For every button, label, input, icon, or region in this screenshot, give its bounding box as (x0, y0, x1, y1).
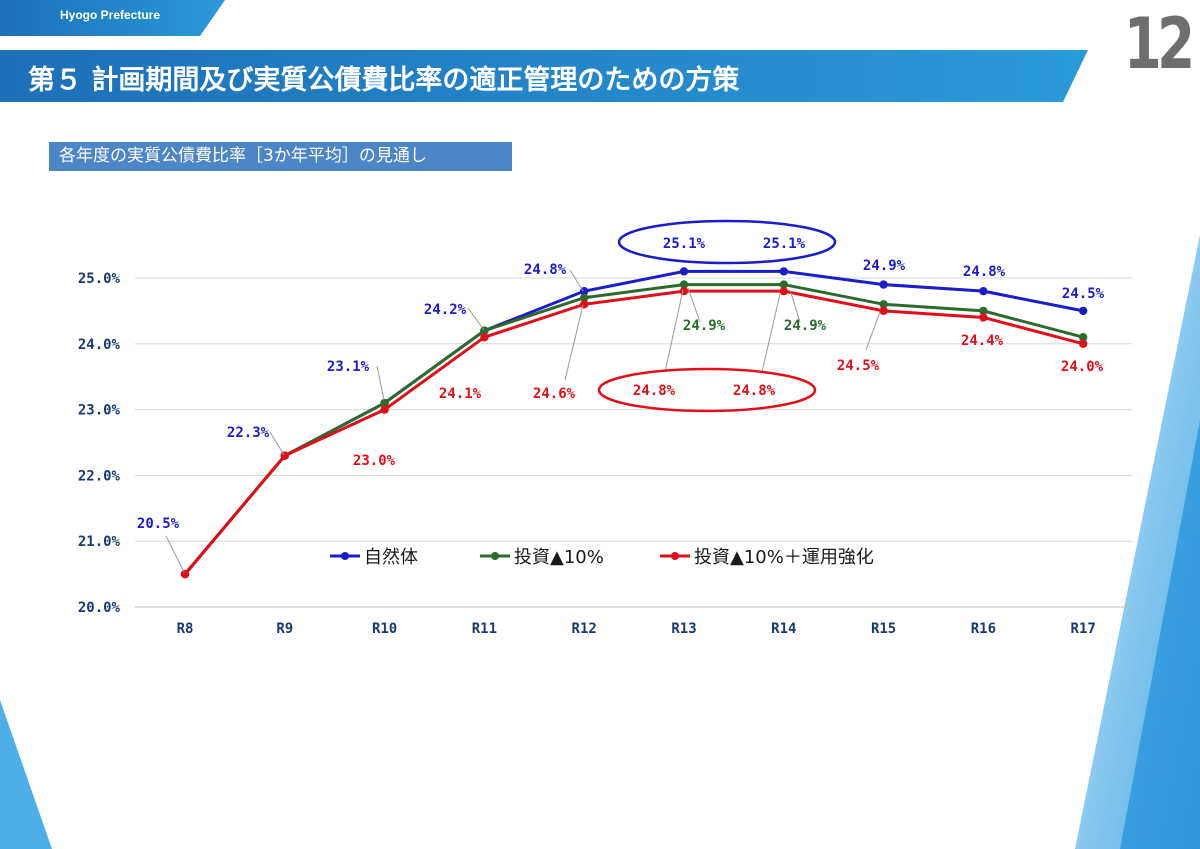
label-natural: 24.5% (1062, 286, 1105, 302)
label-natural: 24.8% (524, 262, 567, 278)
data-point (480, 326, 489, 335)
label-natural: 23.1% (327, 359, 370, 375)
x-tick-label: R16 (971, 621, 996, 637)
x-tick-label: R11 (472, 621, 497, 637)
data-point (979, 313, 988, 322)
leader-line (761, 293, 781, 373)
series-line-2 (183, 289, 1084, 576)
x-tick-label: R14 (771, 621, 796, 637)
header-tag: Hyogo Prefecture (60, 8, 161, 22)
leader-line (269, 431, 285, 456)
data-point (1079, 306, 1088, 316)
y-tick-label: 25.0% (78, 271, 121, 287)
legend-label: 投資▲10%＋運用強化 (694, 547, 874, 568)
page-number: 12 (1123, 3, 1194, 85)
data-point (1079, 339, 1088, 348)
right-edge-decoration-inner (1120, 420, 1200, 849)
label-natural: 24.9% (863, 258, 906, 274)
header-tag-band (0, 0, 225, 36)
data-point (779, 267, 788, 276)
highlight-ellipse-invest-ops (597, 367, 817, 413)
leader-line (569, 269, 584, 292)
legend-marker (671, 552, 679, 560)
x-tick-label: R12 (572, 621, 597, 637)
series-line-0 (183, 269, 1084, 576)
page-title: 第５ 計画期間及び実質公債費比率の適正管理のための方策 (28, 65, 740, 96)
data-point (879, 300, 888, 309)
chart-subtitle: 各年度の実質公債費比率［3か年平均］の見通し (49, 142, 512, 171)
label-natural: 24.2% (424, 302, 467, 318)
data-point (280, 451, 289, 460)
data-point (979, 286, 988, 296)
data-point (480, 333, 489, 342)
label-invest-ops: 24.4% (961, 333, 1004, 349)
legend-label: 投資▲10% (514, 547, 604, 568)
label-natural: 20.5% (137, 516, 180, 532)
label-invest-ops: 24.8% (633, 383, 676, 399)
data-point (779, 286, 788, 296)
highlight-ellipse-natural (617, 219, 837, 265)
leader-line (564, 304, 584, 381)
data-point (879, 280, 888, 289)
leader-line (165, 535, 185, 573)
y-tick-label: 20.0% (78, 600, 121, 616)
label-invest-ops: 24.1% (439, 386, 482, 402)
leader-line (376, 365, 385, 401)
x-tick-label: R15 (871, 621, 896, 637)
data-point (679, 267, 689, 276)
x-tick-label: R10 (372, 621, 397, 637)
legend-marker (341, 552, 349, 560)
data-point (679, 280, 689, 289)
leader-line (664, 289, 684, 373)
label-invest: 24.9% (784, 318, 827, 334)
label-natural: 22.3% (227, 425, 270, 441)
data-point (380, 398, 389, 408)
y-tick-label: 24.0% (78, 337, 121, 353)
x-tick-label: R13 (671, 621, 696, 637)
data-point (779, 280, 788, 289)
legend-label: 自然体 (364, 547, 418, 568)
label-invest-ops: 24.8% (733, 383, 776, 399)
label-natural: 25.1% (763, 236, 806, 252)
data-point (879, 306, 888, 316)
data-point (580, 293, 589, 302)
left-edge-decoration (0, 700, 52, 849)
data-point (979, 306, 988, 316)
label-invest-ops: 24.5% (837, 358, 880, 374)
data-point (580, 300, 589, 309)
leader-line (687, 287, 701, 323)
y-tick-label: 21.0% (78, 534, 121, 550)
title-band (0, 50, 1088, 102)
leader-line (865, 311, 881, 351)
data-point (180, 569, 190, 579)
label-invest-ops: 24.0% (1061, 359, 1104, 375)
label-invest-ops: 23.0% (353, 453, 396, 469)
x-tick-label: R8 (177, 621, 194, 637)
leader-line (467, 307, 485, 331)
legend-marker (491, 552, 499, 560)
leader-line (789, 289, 801, 323)
data-point (679, 286, 689, 296)
label-invest-ops: 24.6% (533, 386, 576, 402)
label-natural: 25.1% (663, 236, 706, 252)
data-point (1079, 333, 1088, 342)
data-point (380, 405, 389, 414)
y-tick-label: 22.0% (78, 468, 121, 484)
label-natural: 24.8% (963, 264, 1006, 280)
label-invest: 24.9% (683, 318, 726, 334)
y-tick-label: 23.0% (78, 403, 121, 419)
series-line-1 (183, 283, 1084, 576)
x-tick-label: R9 (276, 621, 293, 637)
x-tick-label: R17 (1071, 621, 1096, 637)
